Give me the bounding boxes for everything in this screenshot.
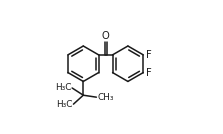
Text: H₃C: H₃C <box>56 100 73 109</box>
Text: CH₃: CH₃ <box>97 93 114 102</box>
Text: F: F <box>146 68 151 78</box>
Text: H₃C: H₃C <box>55 83 72 92</box>
Text: F: F <box>146 50 151 60</box>
Text: O: O <box>102 31 109 42</box>
